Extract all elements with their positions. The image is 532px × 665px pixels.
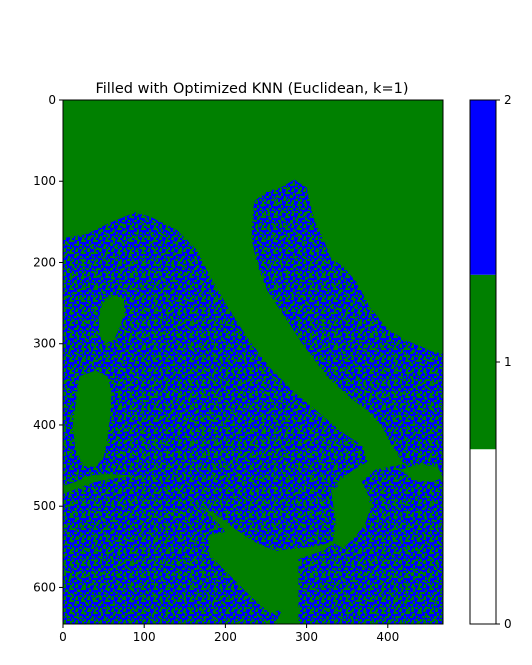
- y-tick-label: 500: [33, 499, 56, 513]
- colorbar-segment-1: [470, 274, 496, 450]
- chart-title: Filled with Optimized KNN (Euclidean, k=…: [95, 81, 408, 97]
- x-tick-label: 400: [376, 630, 399, 644]
- y-tick-label: 400: [33, 418, 56, 432]
- inland-sea-region-2: [72, 370, 112, 468]
- plot-area: [63, 100, 443, 624]
- plot-frame: [62, 99, 444, 625]
- x-tick-label: 0: [59, 630, 67, 644]
- colorbar: 0 1 2: [469, 93, 512, 631]
- inland-sea-region-5: [400, 464, 443, 482]
- inland-sea-region-4: [330, 481, 372, 549]
- y-tick-label: 600: [33, 580, 56, 594]
- y-tick-label: 100: [33, 174, 56, 188]
- x-tick-label: 300: [295, 630, 318, 644]
- colorbar-tick-label: 2: [504, 93, 512, 107]
- x-tick-label: 200: [214, 630, 237, 644]
- inland-sea-layer: [72, 295, 443, 614]
- land-region-texture-3: [298, 461, 443, 624]
- colorbar-segment-0: [470, 449, 496, 624]
- land-layer: [63, 179, 443, 624]
- land-region-texture-4: [251, 179, 443, 478]
- x-axis: 0 100 200 300 400: [59, 624, 399, 644]
- x-tick-label: 100: [133, 630, 156, 644]
- y-tick-label: 200: [33, 255, 56, 269]
- colorbar-tick-label: 1: [504, 355, 512, 369]
- land-region-texture-1: [63, 212, 368, 551]
- colorbar-tick-label: 0: [504, 617, 512, 631]
- y-tick-label: 0: [48, 93, 56, 107]
- y-tick-label: 300: [33, 337, 56, 351]
- land-region-texture-2: [63, 476, 284, 624]
- inland-sea-region-3: [209, 530, 299, 614]
- inland-sea-region-1: [98, 295, 125, 344]
- y-axis: 0 100 200 300 400 500 600: [33, 93, 63, 594]
- colorbar-segment-2: [470, 100, 496, 275]
